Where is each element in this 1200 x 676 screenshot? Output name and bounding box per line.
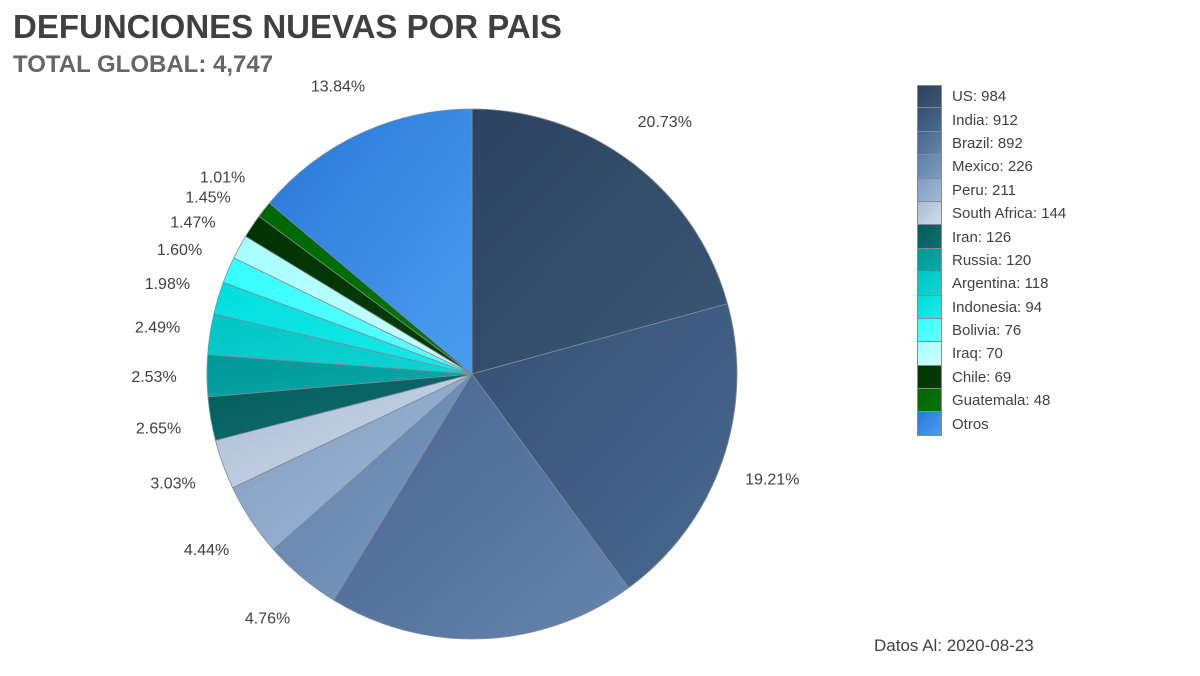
legend-swatch [917, 295, 942, 319]
slice-percent-label: 1.98% [145, 276, 190, 293]
legend-swatch [917, 389, 942, 413]
slice-percent-label: 1.01% [200, 170, 245, 187]
legend-label: South Africa: 144 [952, 205, 1067, 223]
legend-swatch [917, 178, 942, 202]
pie-slice-us [471, 108, 729, 375]
legend-item: Chile: 69 [917, 365, 1066, 390]
pie-slice-otros [268, 108, 473, 375]
slice-percent-label: 1.47% [170, 215, 215, 232]
legend-item: Bolivia: 76 [917, 318, 1066, 343]
legend-swatch [917, 85, 942, 109]
legend-swatch [917, 272, 942, 296]
legend-label: Russia: 120 [952, 251, 1032, 269]
slice-percent-label: 4.44% [184, 542, 229, 559]
legend-item: Guatemala: 48 [917, 389, 1066, 413]
legend-item: Otros [917, 412, 1066, 436]
slice-percent-label: 4.76% [245, 611, 290, 628]
legend-label: Chile: 69 [952, 368, 1012, 386]
legend-item: Iran: 126 [917, 225, 1066, 249]
legend-item: Peru: 211 [917, 178, 1066, 202]
legend-swatch [917, 108, 942, 132]
slice-percent-label: 20.73% [638, 114, 692, 131]
legend-item: Russia: 120 [917, 248, 1066, 273]
slice-percent-label: 2.49% [135, 319, 180, 336]
slice-percent-label: 3.03% [150, 476, 195, 493]
legend-item: Indonesia: 94 [917, 295, 1066, 319]
pie-slice-india [471, 303, 738, 589]
legend-swatch [917, 155, 942, 179]
legend-swatch [917, 318, 942, 343]
date-footnote: Datos Al: 2020-08-23 [874, 636, 1034, 655]
legend-item: US: 984 [917, 85, 1066, 109]
legend-label: India: 912 [952, 111, 1018, 129]
legend-label: Iran: 126 [952, 228, 1012, 246]
legend-label: Iraq: 70 [952, 345, 1003, 363]
legend-label: Brazil: 892 [952, 134, 1023, 152]
legend-item: Argentina: 118 [917, 272, 1066, 296]
legend-label: Mexico: 226 [952, 158, 1033, 176]
slice-percent-label: 1.45% [185, 190, 230, 207]
slice-percent-label: 2.53% [131, 369, 176, 386]
legend-swatch [917, 412, 942, 436]
slice-percent-label: 13.84% [311, 79, 365, 96]
legend: US: 984 India: 912 Brazil: 892 Mexico: 226 P… [917, 85, 1066, 436]
legend-item: Mexico: 226 [917, 155, 1066, 179]
legend-item: Brazil: 892 [917, 131, 1066, 156]
legend-label: US: 984 [952, 88, 1007, 106]
legend-label: Otros [952, 415, 989, 433]
legend-swatch [917, 342, 942, 366]
legend-item: Iraq: 70 [917, 342, 1066, 366]
legend-swatch [917, 131, 942, 156]
legend-swatch [917, 248, 942, 273]
legend-swatch [917, 201, 942, 226]
slice-percent-label: 2.65% [136, 421, 181, 438]
slice-percent-label: 19.21% [745, 472, 799, 489]
legend-item: South Africa: 144 [917, 201, 1067, 226]
slice-percent-label: 1.60% [157, 242, 202, 259]
pie-slice-brazil [333, 373, 630, 640]
legend-item: India: 912 [917, 108, 1066, 132]
legend-label: Peru: 211 [952, 181, 1016, 199]
legend-label: Argentina: 118 [952, 275, 1049, 293]
legend-label: Bolivia: 76 [952, 322, 1022, 340]
legend-label: Guatemala: 48 [952, 392, 1051, 410]
legend-swatch [917, 225, 942, 249]
chart-title: DEFUNCIONES NUEVAS POR PAIS [13, 8, 562, 45]
legend-swatch [917, 365, 942, 390]
chart-subtitle: TOTAL GLOBAL: 4,747 [13, 51, 274, 78]
legend-label: Indonesia: 94 [952, 298, 1043, 316]
